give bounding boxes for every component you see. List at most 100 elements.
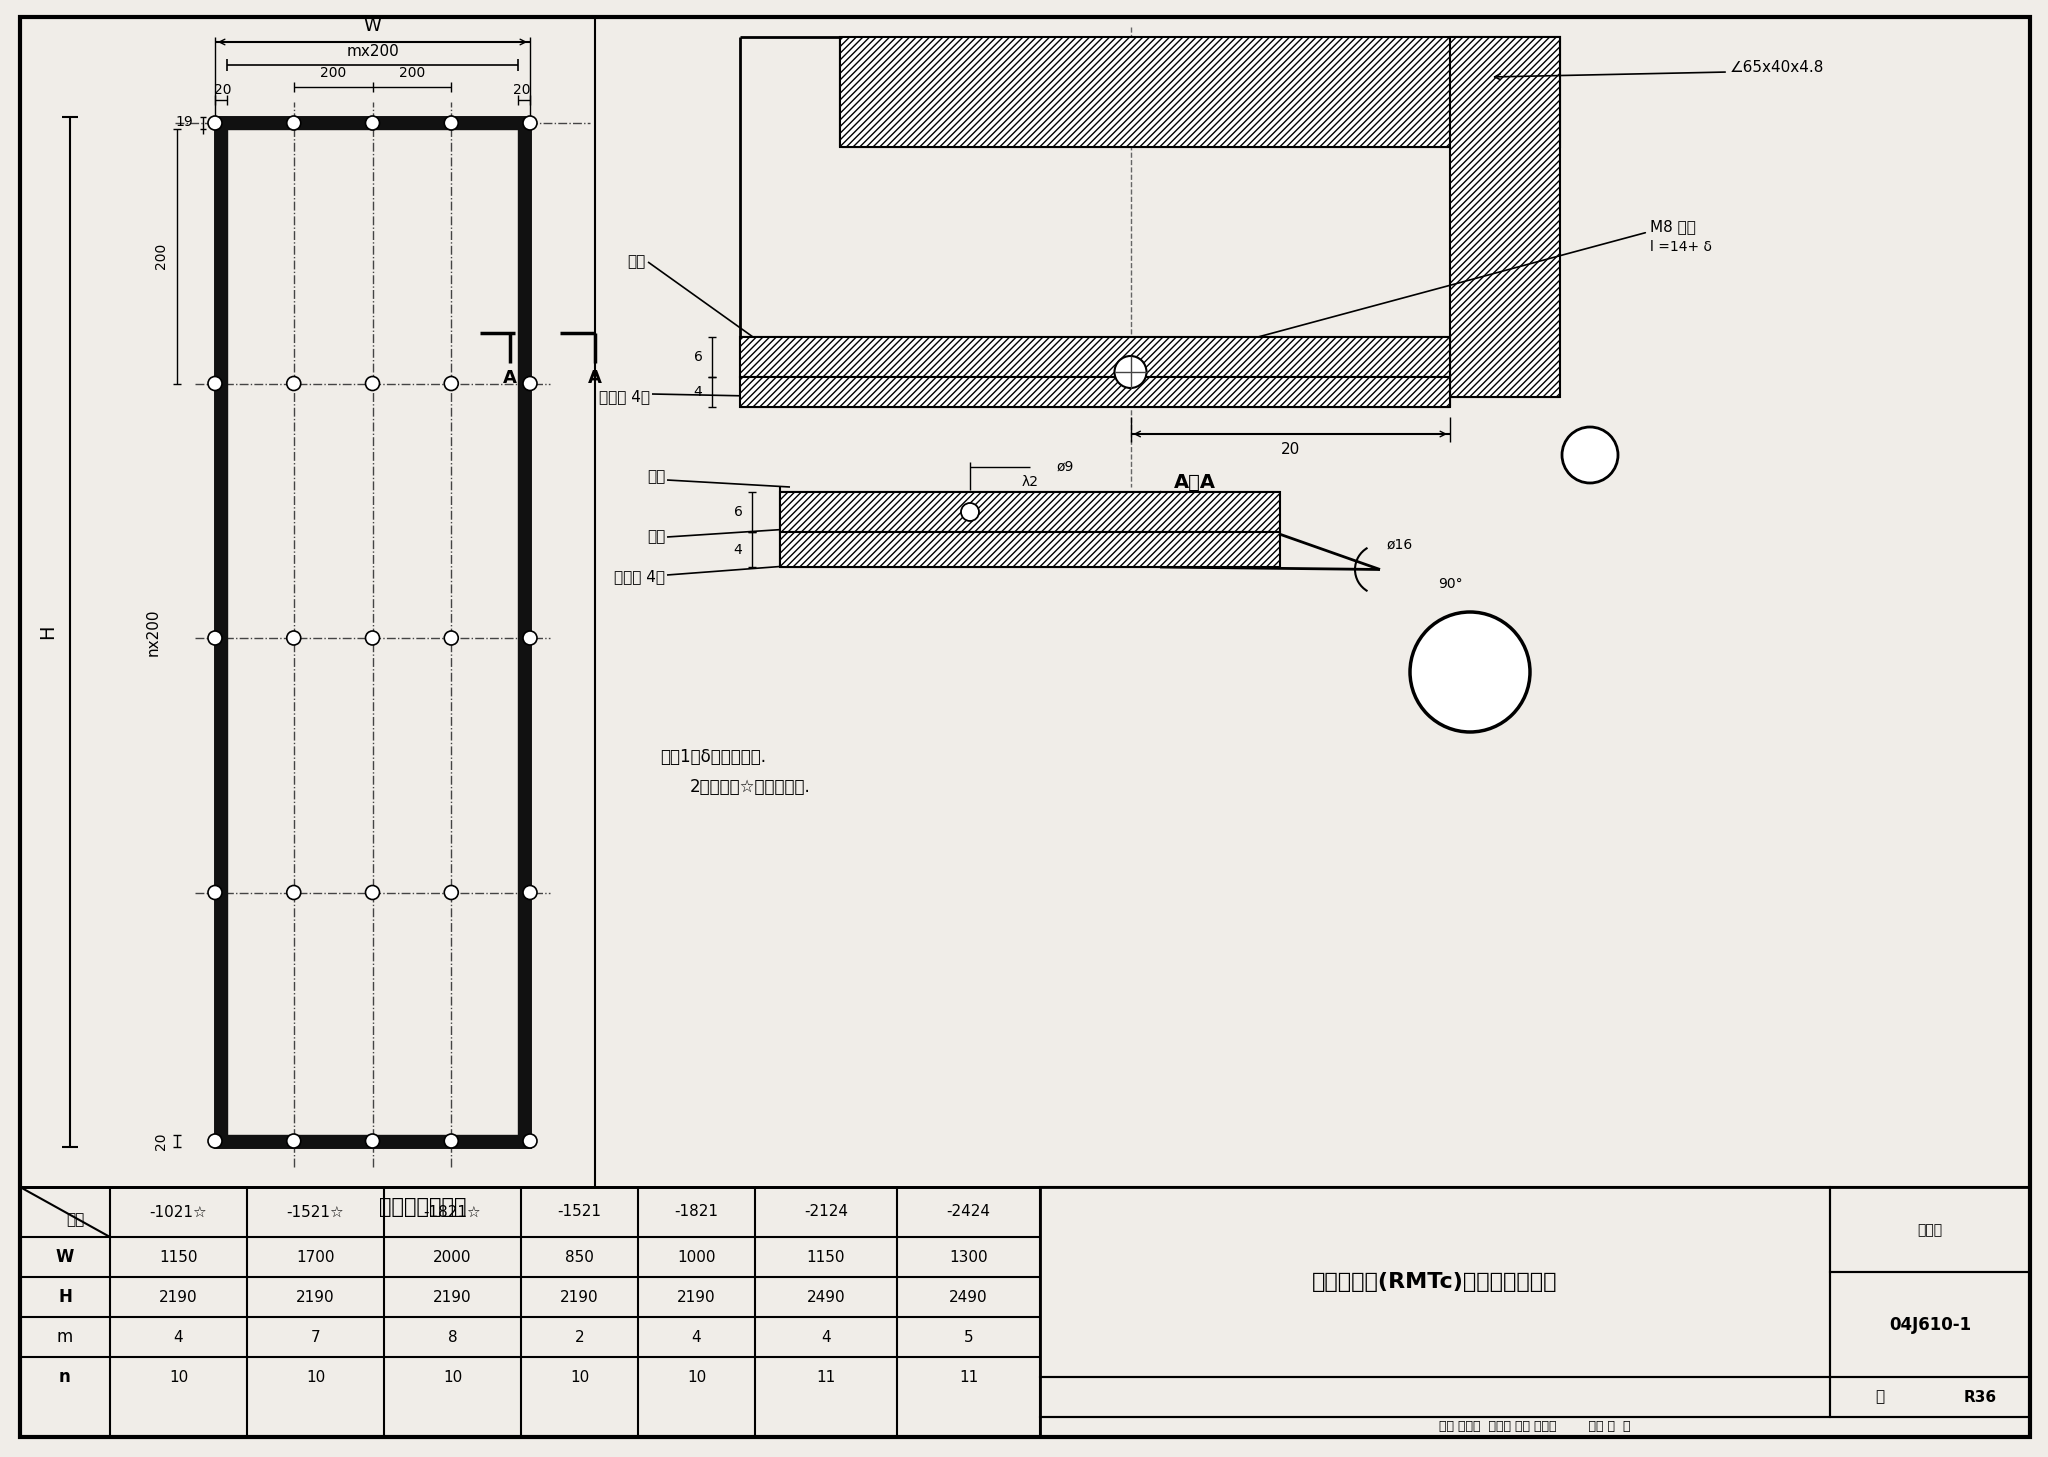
- Bar: [1040, 1377, 1831, 1418]
- Text: 1150: 1150: [160, 1250, 199, 1265]
- Text: -2424: -2424: [946, 1205, 991, 1220]
- Circle shape: [365, 376, 379, 390]
- Text: 11: 11: [958, 1370, 979, 1384]
- Text: H: H: [57, 1288, 72, 1305]
- Text: 2490: 2490: [807, 1289, 846, 1304]
- Circle shape: [522, 886, 537, 899]
- Text: 4: 4: [821, 1329, 831, 1345]
- Text: 铅板: 铅板: [647, 469, 666, 485]
- Text: 铅板: 铅板: [627, 255, 645, 270]
- Text: 4: 4: [174, 1329, 184, 1345]
- Circle shape: [209, 631, 221, 645]
- Text: 4: 4: [733, 542, 741, 557]
- Text: 11: 11: [817, 1370, 836, 1384]
- Text: 钢衬板 4厚: 钢衬板 4厚: [598, 389, 649, 405]
- Text: 4: 4: [694, 385, 702, 399]
- Text: 2190: 2190: [160, 1289, 199, 1304]
- Circle shape: [1114, 356, 1147, 388]
- Circle shape: [209, 886, 221, 899]
- Circle shape: [444, 631, 459, 645]
- Circle shape: [961, 503, 979, 522]
- Bar: [1831, 1187, 2030, 1272]
- Bar: [1831, 1377, 2030, 1418]
- Text: n: n: [59, 1368, 72, 1386]
- Bar: [739, 377, 1450, 407]
- Circle shape: [365, 117, 379, 130]
- Circle shape: [365, 886, 379, 899]
- Bar: [215, 117, 530, 1147]
- Bar: [215, 117, 530, 130]
- Circle shape: [365, 1134, 379, 1148]
- Text: 1150: 1150: [807, 1250, 846, 1265]
- Text: 2、表中带☆者为单扇门.: 2、表中带☆者为单扇门.: [690, 778, 811, 796]
- Circle shape: [444, 1134, 459, 1148]
- Text: A: A: [504, 369, 516, 386]
- Circle shape: [444, 117, 459, 130]
- Text: 2190: 2190: [434, 1289, 471, 1304]
- Bar: [1040, 1418, 2030, 1437]
- Text: nx200: nx200: [145, 608, 160, 656]
- Text: 衬铅门面板立面: 衬铅门面板立面: [379, 1198, 467, 1217]
- Text: 850: 850: [565, 1250, 594, 1265]
- Bar: [780, 492, 1280, 532]
- Text: 10: 10: [686, 1370, 707, 1384]
- Text: -1821☆: -1821☆: [424, 1205, 481, 1220]
- Text: 胶接: 胶接: [647, 529, 666, 545]
- Text: 10: 10: [569, 1370, 590, 1384]
- Bar: [1040, 1187, 1831, 1377]
- Text: 20: 20: [514, 83, 530, 98]
- Bar: [215, 117, 227, 1147]
- Text: 钢质推拉门(RMTc)衬铅门面板详图: 钢质推拉门(RMTc)衬铅门面板详图: [1313, 1272, 1559, 1292]
- Text: R36: R36: [1964, 1390, 1997, 1405]
- Circle shape: [209, 1134, 221, 1148]
- Text: 2190: 2190: [297, 1289, 334, 1304]
- Text: 6: 6: [694, 350, 702, 364]
- Text: 2190: 2190: [561, 1289, 598, 1304]
- Bar: [840, 36, 1561, 147]
- Text: H: H: [39, 625, 57, 640]
- Text: 4: 4: [692, 1329, 700, 1345]
- Text: M8 螺钉: M8 螺钉: [1651, 220, 1696, 235]
- Text: 200: 200: [154, 243, 168, 270]
- Text: 200: 200: [399, 66, 426, 80]
- Bar: [20, 1187, 1040, 1437]
- Circle shape: [444, 886, 459, 899]
- Text: 10: 10: [305, 1370, 326, 1384]
- Circle shape: [209, 376, 221, 390]
- Text: 1300: 1300: [948, 1250, 987, 1265]
- Circle shape: [1563, 427, 1618, 484]
- Bar: [780, 532, 1280, 567]
- Circle shape: [287, 1134, 301, 1148]
- Circle shape: [209, 117, 221, 130]
- Circle shape: [522, 376, 537, 390]
- Text: 20: 20: [154, 1132, 168, 1150]
- Text: 20: 20: [1280, 443, 1300, 457]
- Text: W: W: [365, 17, 381, 35]
- Text: -1521☆: -1521☆: [287, 1205, 344, 1220]
- Text: 90°: 90°: [1438, 577, 1462, 592]
- Bar: [215, 1135, 530, 1147]
- Circle shape: [522, 1134, 537, 1148]
- Text: m: m: [57, 1327, 74, 1346]
- Text: ø9: ø9: [1057, 460, 1073, 474]
- Text: λ2: λ2: [1022, 475, 1038, 490]
- Text: 2000: 2000: [434, 1250, 471, 1265]
- Text: -1821: -1821: [674, 1205, 719, 1220]
- Circle shape: [444, 376, 459, 390]
- Text: 10: 10: [168, 1370, 188, 1384]
- Circle shape: [1409, 612, 1530, 731]
- Text: A: A: [1456, 653, 1485, 688]
- Circle shape: [522, 117, 537, 130]
- Text: 10: 10: [442, 1370, 463, 1384]
- Circle shape: [287, 631, 301, 645]
- Text: 20: 20: [215, 83, 231, 98]
- Text: 1000: 1000: [678, 1250, 715, 1265]
- Circle shape: [287, 886, 301, 899]
- Text: 6: 6: [733, 506, 743, 519]
- Text: A－A: A－A: [1174, 472, 1217, 491]
- Bar: [739, 337, 1450, 377]
- Text: A: A: [588, 369, 602, 386]
- Text: 8: 8: [449, 1329, 457, 1345]
- Text: 钢衬板 4厚: 钢衬板 4厚: [614, 570, 666, 584]
- Text: 200: 200: [319, 66, 346, 80]
